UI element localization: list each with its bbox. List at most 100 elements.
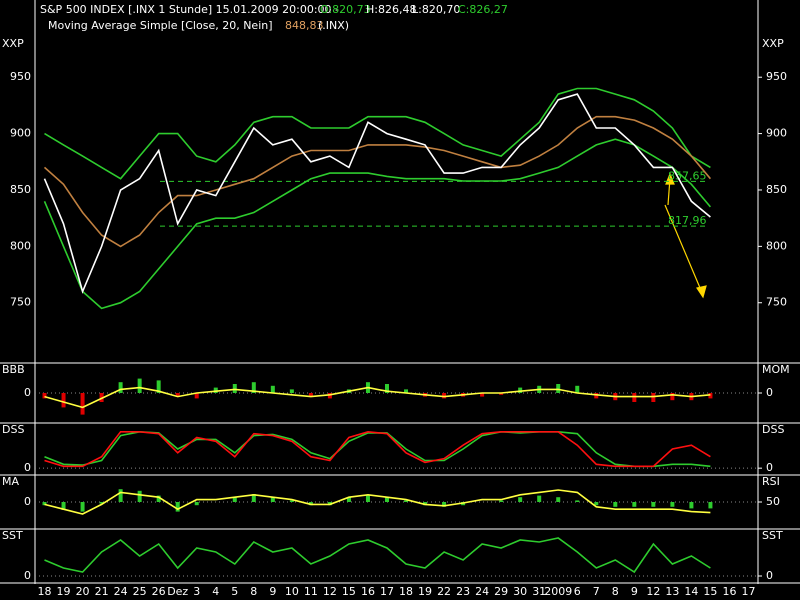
histogram-bar — [442, 502, 447, 507]
panel-label: XXP — [762, 37, 784, 50]
histogram-bar — [270, 497, 275, 502]
histogram-bar — [670, 393, 675, 401]
histogram-bar — [156, 380, 161, 393]
x-tick-label: 30 — [513, 585, 527, 598]
x-tick-label: 16 — [722, 585, 736, 598]
histogram-bar — [270, 385, 275, 393]
histogram-bar — [232, 384, 237, 393]
level-label: 817,96 — [668, 214, 707, 227]
panel-label: MA — [2, 475, 19, 488]
x-tick-label: 24 — [114, 585, 128, 598]
x-tick-label: 29 — [494, 585, 508, 598]
x-tick-label: 10 — [285, 585, 299, 598]
histogram-bar — [404, 500, 409, 502]
y-tick-label: 800 — [766, 239, 787, 252]
series-line — [43, 115, 712, 248]
y-tick-label: 950 — [10, 70, 31, 83]
x-tick-label: 23 — [456, 585, 470, 598]
panel-label: DSS — [2, 423, 24, 436]
header-high: H:826,48 — [366, 3, 416, 16]
header-open: O:820,73 — [320, 3, 371, 16]
y-tick-label: 0 — [24, 386, 31, 399]
histogram-bar — [80, 502, 85, 512]
y-tick-label: 0 — [24, 569, 31, 582]
x-tick-label: 21 — [95, 585, 109, 598]
x-tick-label: 17 — [741, 585, 755, 598]
ma-value: 848,83 — [285, 19, 324, 32]
histogram-bar — [99, 393, 104, 402]
x-tick-label: 25 — [133, 585, 147, 598]
y-tick-label: 0 — [766, 461, 773, 474]
x-tick-label: 9 — [631, 585, 638, 598]
y-tick-label: 0 — [766, 386, 773, 399]
x-tick-label: 11 — [304, 585, 318, 598]
histogram-bar — [308, 393, 313, 397]
histogram-bar — [251, 494, 256, 502]
histogram-bar — [346, 497, 351, 502]
histogram-bar — [442, 393, 447, 399]
histogram-bar — [232, 497, 237, 502]
x-tick-label: 7 — [593, 585, 600, 598]
y-tick-label: 850 — [10, 183, 31, 196]
x-tick-label: 2009 — [544, 585, 572, 598]
histogram-bar — [632, 502, 637, 507]
header-title: S&P 500 INDEX [.INX 1 Stunde] 15.01.2009… — [40, 3, 339, 16]
histogram-bar — [613, 502, 618, 507]
histogram-bar — [651, 502, 656, 507]
x-tick-label: 13 — [665, 585, 679, 598]
x-tick-label: 9 — [269, 585, 276, 598]
histogram-bar — [384, 384, 389, 393]
panel-label: SST — [762, 529, 783, 542]
histogram-bar — [175, 502, 180, 512]
x-tick-label: 5 — [231, 585, 238, 598]
x-tick-label: 6 — [574, 585, 581, 598]
series-line — [44, 386, 711, 409]
y-tick-label: 750 — [10, 296, 31, 309]
y-tick-label: 900 — [766, 127, 787, 140]
x-tick-label: 15 — [703, 585, 717, 598]
histogram-bar — [518, 497, 523, 502]
histogram-bar — [327, 393, 332, 399]
histogram-bar — [632, 393, 637, 402]
histogram-bar — [194, 393, 199, 399]
histogram-bar — [99, 502, 104, 504]
panel-label: RSI — [762, 475, 780, 488]
y-tick-label: 0 — [24, 495, 31, 508]
histogram-bar — [156, 495, 161, 502]
histogram-bar — [499, 500, 504, 502]
histogram-bar — [499, 393, 504, 395]
panel-label: MOM — [762, 363, 790, 376]
histogram-bar — [575, 500, 580, 502]
ma-label: Moving Average Simple [Close, 20, Nein] — [48, 19, 273, 32]
x-tick-label: 24 — [475, 585, 489, 598]
histogram-bar — [175, 393, 180, 397]
histogram-bar — [708, 393, 713, 399]
y-tick-label: 0 — [24, 461, 31, 474]
histogram-bar — [384, 497, 389, 502]
x-tick-label: 3 — [193, 585, 200, 598]
panel-label: XXP — [2, 37, 24, 50]
panel-label: SST — [2, 529, 23, 542]
histogram-bar — [480, 393, 485, 397]
histogram-bar — [42, 502, 47, 506]
x-tick-label: 14 — [684, 585, 698, 598]
panel-label: DSS — [762, 423, 784, 436]
histogram-bar — [575, 385, 580, 393]
histogram-bar — [365, 495, 370, 502]
histogram-bar — [594, 502, 599, 506]
y-tick-label: 950 — [766, 70, 787, 83]
x-tick-label: 15 — [342, 585, 356, 598]
y-tick-label: 750 — [766, 296, 787, 309]
histogram-bar — [689, 502, 694, 509]
series-line — [43, 93, 711, 294]
x-tick-label: 4 — [212, 585, 219, 598]
y2-tick-label: 50 — [766, 495, 780, 508]
series-line — [44, 87, 711, 180]
x-tick-label: 18 — [399, 585, 413, 598]
header-close: C:826,27 — [458, 3, 508, 16]
histogram-bar — [537, 495, 542, 502]
histogram-bar — [670, 502, 675, 507]
ma-source: (.INX) — [318, 19, 349, 32]
x-tick-label: 12 — [646, 585, 660, 598]
